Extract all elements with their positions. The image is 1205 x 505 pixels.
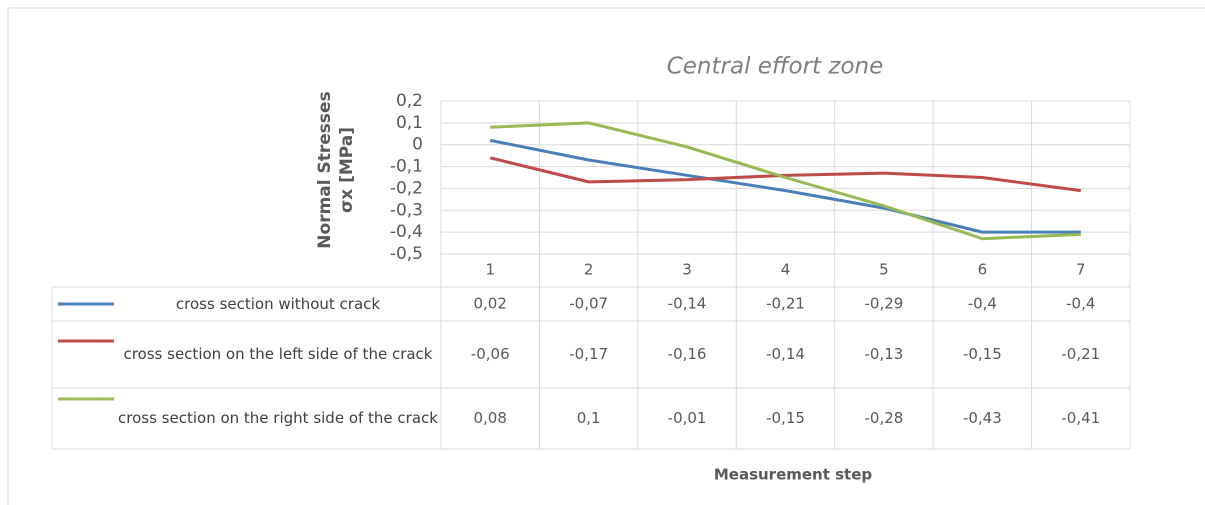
value-label: -0,41 bbox=[1061, 409, 1100, 427]
legend-label: cross section on the left side of the cr… bbox=[123, 345, 433, 363]
x-tick-label: 6 bbox=[978, 261, 988, 279]
value-label: -0,17 bbox=[569, 345, 608, 363]
x-tick-label: 1 bbox=[485, 261, 495, 279]
value-label: -0,28 bbox=[865, 409, 904, 427]
value-label: -0,4 bbox=[1066, 295, 1095, 313]
y-tick-label: -0,2 bbox=[390, 178, 423, 198]
x-tick-label: 4 bbox=[781, 261, 791, 279]
value-label: -0,15 bbox=[963, 345, 1002, 363]
x-axis-title: Measurement step bbox=[714, 466, 873, 484]
value-label: -0,29 bbox=[865, 295, 904, 313]
value-label: -0,43 bbox=[963, 409, 1002, 427]
value-label: -0,4 bbox=[968, 295, 997, 313]
value-label: 0,1 bbox=[577, 409, 601, 427]
value-label: -0,06 bbox=[471, 345, 510, 363]
y-tick-label: -0,4 bbox=[390, 222, 423, 242]
x-tick-label: 3 bbox=[682, 261, 692, 279]
value-label: -0,21 bbox=[1061, 345, 1100, 363]
x-tick-label: 2 bbox=[584, 261, 594, 279]
legend-label: cross section on the right side of the c… bbox=[118, 409, 438, 427]
value-label: -0,13 bbox=[865, 345, 904, 363]
value-label: -0,21 bbox=[766, 295, 805, 313]
value-label: -0,14 bbox=[668, 295, 707, 313]
y-tick-label: -0,5 bbox=[390, 244, 423, 264]
value-label: -0,14 bbox=[766, 345, 805, 363]
y-tick-label: 0,1 bbox=[396, 113, 423, 133]
value-label: -0,07 bbox=[569, 295, 608, 313]
value-label: 0,02 bbox=[474, 295, 507, 313]
y-tick-label: 0,2 bbox=[396, 91, 423, 111]
legend-label: cross section without crack bbox=[175, 294, 381, 313]
series-line bbox=[490, 121, 1081, 241]
value-label: -0,16 bbox=[668, 345, 707, 363]
series-line bbox=[489, 138, 1081, 234]
x-tick-label: 7 bbox=[1076, 261, 1086, 279]
y-tick-label: -0,3 bbox=[390, 200, 423, 220]
series-line bbox=[489, 156, 1081, 193]
chart-title: Central effort zone bbox=[667, 54, 884, 80]
value-label: -0,01 bbox=[668, 409, 707, 427]
value-label: -0,15 bbox=[766, 409, 805, 427]
y-axis-title: σx [MPa] bbox=[337, 127, 357, 213]
y-tick-label: -0,1 bbox=[390, 157, 423, 177]
value-label: 0,08 bbox=[474, 409, 507, 427]
x-tick-label: 5 bbox=[879, 261, 889, 279]
y-tick-label: 0 bbox=[412, 135, 423, 155]
y-axis-title: Normal Stresses bbox=[315, 91, 335, 248]
